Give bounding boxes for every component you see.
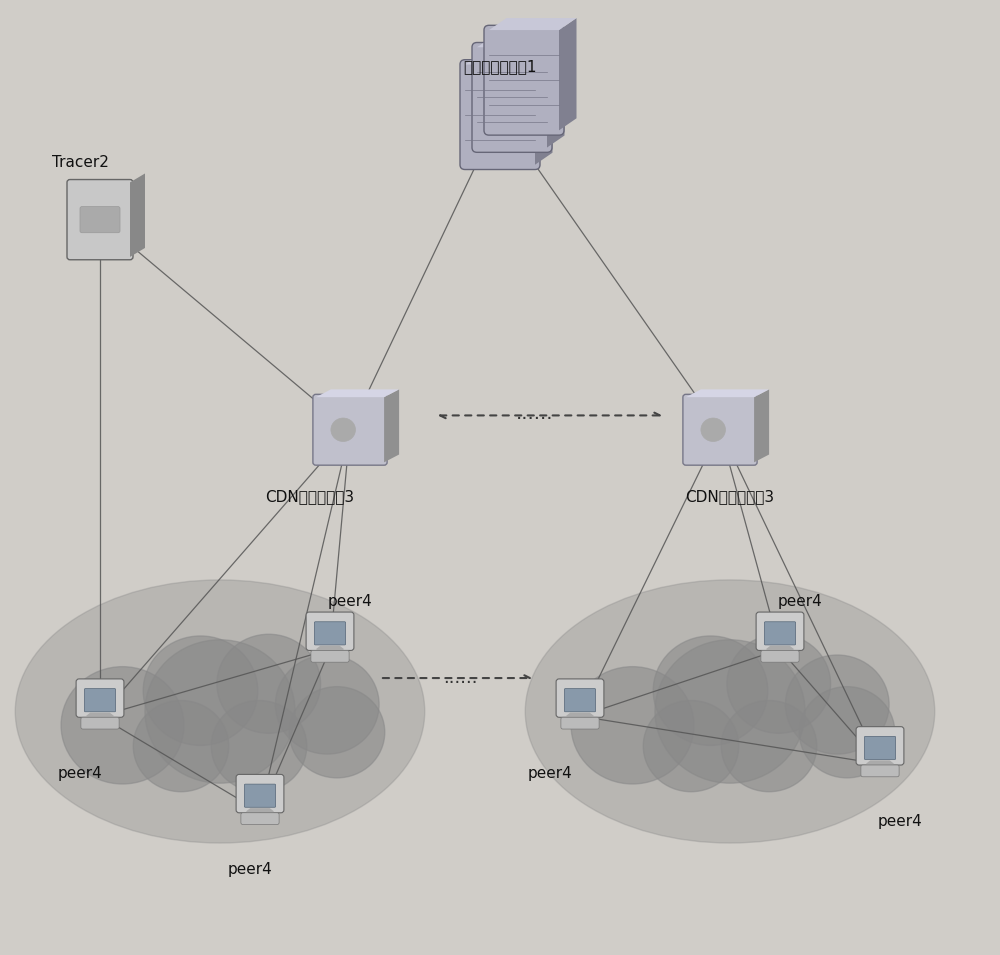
Text: CDN边缘服务利3: CDN边缘服务利3 — [265, 489, 355, 504]
Circle shape — [143, 636, 258, 746]
Polygon shape — [316, 390, 399, 397]
Polygon shape — [317, 647, 343, 649]
FancyBboxPatch shape — [244, 784, 276, 807]
Text: ......: ...... — [443, 669, 477, 687]
Polygon shape — [767, 647, 793, 649]
Ellipse shape — [15, 580, 425, 843]
FancyBboxPatch shape — [556, 679, 604, 717]
Circle shape — [145, 640, 295, 783]
Circle shape — [61, 667, 184, 784]
Circle shape — [785, 655, 889, 754]
FancyBboxPatch shape — [460, 59, 540, 170]
Circle shape — [275, 655, 379, 754]
FancyBboxPatch shape — [856, 727, 904, 765]
FancyBboxPatch shape — [861, 765, 899, 776]
Circle shape — [643, 700, 739, 792]
Circle shape — [289, 687, 385, 778]
Circle shape — [217, 634, 321, 733]
FancyBboxPatch shape — [76, 679, 124, 717]
FancyBboxPatch shape — [84, 689, 116, 711]
Circle shape — [655, 640, 805, 783]
Circle shape — [701, 418, 725, 441]
Polygon shape — [686, 390, 769, 397]
FancyBboxPatch shape — [864, 736, 896, 759]
FancyBboxPatch shape — [564, 689, 596, 711]
Polygon shape — [465, 53, 552, 65]
Circle shape — [133, 700, 229, 792]
Polygon shape — [489, 18, 576, 30]
FancyBboxPatch shape — [241, 813, 279, 824]
Circle shape — [211, 700, 307, 792]
Polygon shape — [477, 35, 564, 47]
FancyBboxPatch shape — [81, 717, 119, 729]
FancyBboxPatch shape — [67, 180, 133, 260]
FancyBboxPatch shape — [236, 775, 284, 813]
Polygon shape — [247, 809, 273, 812]
FancyBboxPatch shape — [306, 612, 354, 650]
Text: CDN边缘服务利3: CDN边缘服务利3 — [685, 489, 775, 504]
Text: 原始资源服务利1: 原始资源服务利1 — [463, 59, 537, 74]
Text: peer4: peer4 — [878, 814, 922, 829]
Circle shape — [721, 700, 817, 792]
Polygon shape — [754, 390, 769, 462]
FancyBboxPatch shape — [314, 622, 346, 645]
FancyBboxPatch shape — [484, 25, 564, 135]
Polygon shape — [559, 18, 576, 130]
Text: Tracer2: Tracer2 — [52, 155, 108, 170]
FancyBboxPatch shape — [761, 650, 799, 662]
FancyBboxPatch shape — [764, 622, 796, 645]
Text: ......: ...... — [516, 404, 554, 423]
Ellipse shape — [525, 580, 935, 843]
Text: peer4: peer4 — [778, 594, 822, 609]
Text: peer4: peer4 — [228, 861, 272, 877]
Text: peer4: peer4 — [58, 766, 102, 781]
FancyBboxPatch shape — [756, 612, 804, 650]
Polygon shape — [535, 53, 552, 164]
Circle shape — [799, 687, 895, 778]
Polygon shape — [867, 761, 893, 764]
FancyBboxPatch shape — [311, 650, 349, 662]
FancyBboxPatch shape — [80, 206, 120, 233]
Text: peer4: peer4 — [328, 594, 372, 609]
Polygon shape — [567, 713, 593, 716]
FancyBboxPatch shape — [561, 717, 599, 729]
Polygon shape — [130, 174, 145, 257]
Circle shape — [653, 636, 768, 746]
Polygon shape — [384, 390, 399, 462]
Circle shape — [727, 634, 831, 733]
FancyBboxPatch shape — [683, 394, 757, 465]
Circle shape — [331, 418, 355, 441]
FancyBboxPatch shape — [472, 42, 552, 152]
Circle shape — [571, 667, 694, 784]
Polygon shape — [547, 35, 564, 147]
FancyBboxPatch shape — [313, 394, 387, 465]
Text: peer4: peer4 — [528, 766, 572, 781]
Polygon shape — [87, 713, 113, 716]
